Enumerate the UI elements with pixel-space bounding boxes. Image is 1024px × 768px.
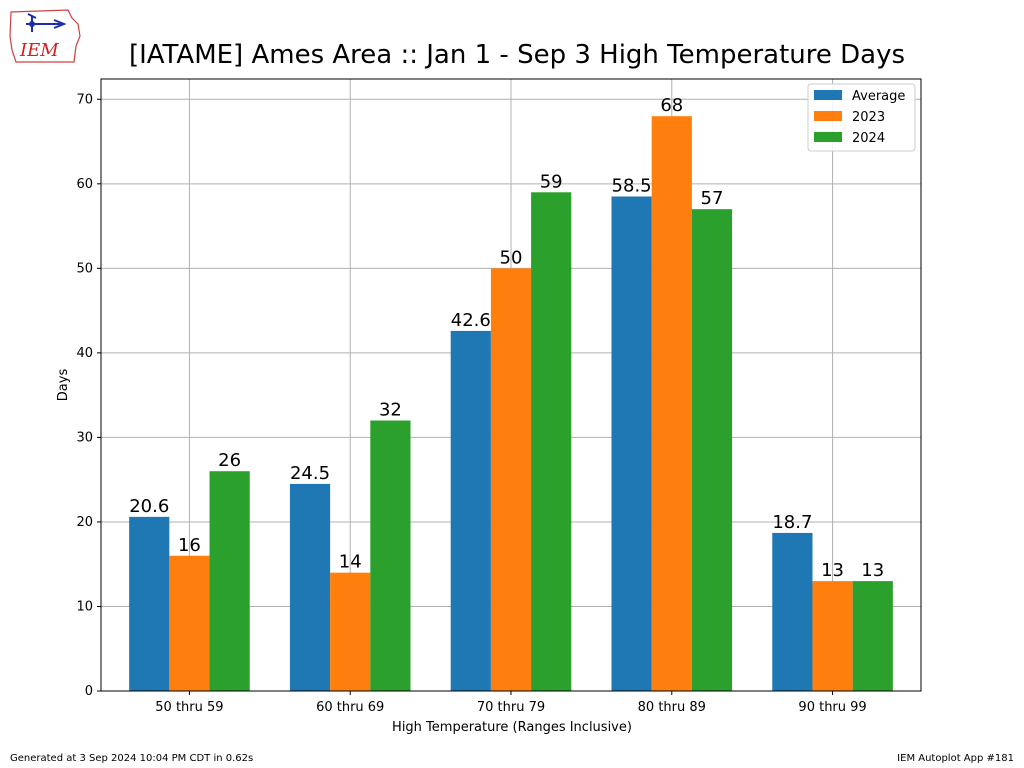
bar-2024 (531, 192, 572, 691)
data-label-2024: 57 (701, 188, 724, 209)
y-tick-label: 60 (76, 177, 93, 192)
y-tick-label: 30 (76, 430, 93, 445)
bar-2024 (209, 471, 250, 691)
bar-2024 (691, 209, 733, 691)
data-label-2023: 14 (339, 552, 362, 573)
x-tick-label: 80 thru 89 (638, 700, 706, 715)
y-axis-label: Days (56, 369, 71, 402)
data-label-2023: 16 (178, 535, 201, 556)
y-tick-label: 40 (76, 346, 93, 361)
logo-text: IEM (19, 40, 59, 61)
data-label-2023: 13 (821, 560, 844, 581)
bar-2023 (490, 268, 532, 691)
x-tick-label: 50 thru 59 (155, 700, 223, 715)
data-label-average: 18.7 (772, 512, 812, 533)
y-tick-label: 10 (76, 599, 93, 614)
data-label-average: 42.6 (451, 310, 491, 331)
y-tick-label: 0 (85, 684, 93, 699)
bar-average (772, 532, 813, 691)
x-tick-label: 90 thru 99 (798, 700, 866, 715)
y-tick-label: 50 (76, 261, 93, 276)
x-tick-label: 70 thru 79 (477, 700, 545, 715)
data-label-2024: 13 (861, 560, 884, 581)
legend-label-2023: 2023 (852, 110, 885, 125)
legend: Average 2023 2024 (807, 83, 916, 152)
bar-2024 (852, 581, 893, 691)
data-label-2023: 50 (500, 247, 523, 268)
iem-logo: IEM (6, 6, 86, 66)
x-tick-label: 60 thru 69 (316, 700, 384, 715)
bar-2023 (169, 555, 210, 691)
footer-app-text: IEM Autoplot App #181 (897, 753, 1014, 764)
x-axis-ticks: 50 thru 59 60 thru 69 70 thru 79 80 thru 89… (155, 691, 867, 715)
bar-2023 (812, 581, 853, 691)
data-label-average: 24.5 (290, 463, 330, 484)
data-label-average: 58.5 (612, 175, 652, 196)
y-tick-label: 70 (76, 92, 93, 107)
data-label-2024: 32 (379, 400, 402, 421)
bar-average (450, 330, 491, 691)
data-label-2023: 68 (660, 95, 683, 116)
data-label-2024: 26 (218, 450, 241, 471)
bar-average (289, 483, 331, 691)
legend-label-2024: 2024 (852, 131, 885, 146)
legend-label-average: Average (852, 89, 905, 104)
bar-labels: 20.6 24.5 42.6 58.5 18.7 16 14 50 68 13 26 32 59 57 13 (129, 95, 884, 581)
bar-average (611, 196, 652, 691)
data-label-2024: 59 (540, 171, 563, 192)
bar-average (129, 516, 170, 691)
x-axis-label: High Temperature (Ranges Inclusive) (392, 720, 632, 735)
y-axis-ticks: 0 10 20 30 40 50 60 70 (76, 92, 101, 699)
chart-title: [IATAME] Ames Area :: Jan 1 - Sep 3 High… (129, 40, 905, 70)
legend-swatch-average (814, 90, 842, 100)
bars (129, 116, 893, 692)
bar-2023 (651, 116, 692, 692)
legend-swatch-2024 (814, 132, 842, 142)
bar-2024 (370, 420, 411, 691)
y-tick-label: 20 (76, 515, 93, 530)
data-label-average: 20.6 (129, 496, 169, 517)
bar-2023 (330, 572, 371, 691)
footer-generated-text: Generated at 3 Sep 2024 10:04 PM CDT in … (10, 753, 254, 764)
legend-swatch-2023 (814, 111, 842, 121)
